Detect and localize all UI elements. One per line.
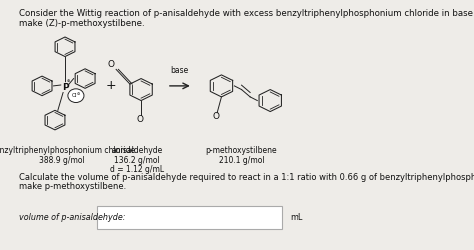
Text: P: P [62, 82, 68, 92]
Text: $^{\oplus}$: $^{\oplus}$ [66, 79, 71, 84]
Text: benzyltriphenylphosphonium chloride: benzyltriphenylphosphonium chloride [0, 146, 135, 155]
Text: 210.1 g/mol: 210.1 g/mol [219, 156, 264, 164]
Circle shape [68, 89, 84, 102]
Text: Consider the Wittig reaction of p-anisaldehyde with excess benzyltriphenylphosph: Consider the Wittig reaction of p-anisal… [19, 9, 474, 18]
Text: 388.9 g/mol: 388.9 g/mol [39, 156, 85, 164]
Text: O: O [213, 112, 220, 122]
Text: make p-methoxystilbene.: make p-methoxystilbene. [19, 182, 127, 192]
Text: base: base [171, 66, 189, 75]
Text: mL: mL [291, 213, 303, 222]
Text: Cl$^{\ominus}$: Cl$^{\ominus}$ [71, 91, 81, 100]
Bar [97, 206, 282, 229]
Text: d = 1.12 g/mL: d = 1.12 g/mL [109, 165, 164, 174]
Text: anisaldehyde: anisaldehyde [111, 146, 163, 155]
Text: 136.2 g/mol: 136.2 g/mol [114, 156, 160, 164]
Text: +: + [106, 80, 116, 92]
Text: volume of p-anisaldehyde:: volume of p-anisaldehyde: [19, 213, 126, 222]
Text: Calculate the volume of p-anisaldehyde required to react in a 1:1 ratio with 0.6: Calculate the volume of p-anisaldehyde r… [19, 173, 474, 182]
Text: p-methoxystilbene: p-methoxystilbene [206, 146, 277, 155]
Text: O: O [136, 115, 143, 124]
Text: O: O [108, 60, 114, 69]
Text: make (Z)-p-methoxystilbene.: make (Z)-p-methoxystilbene. [19, 19, 145, 28]
